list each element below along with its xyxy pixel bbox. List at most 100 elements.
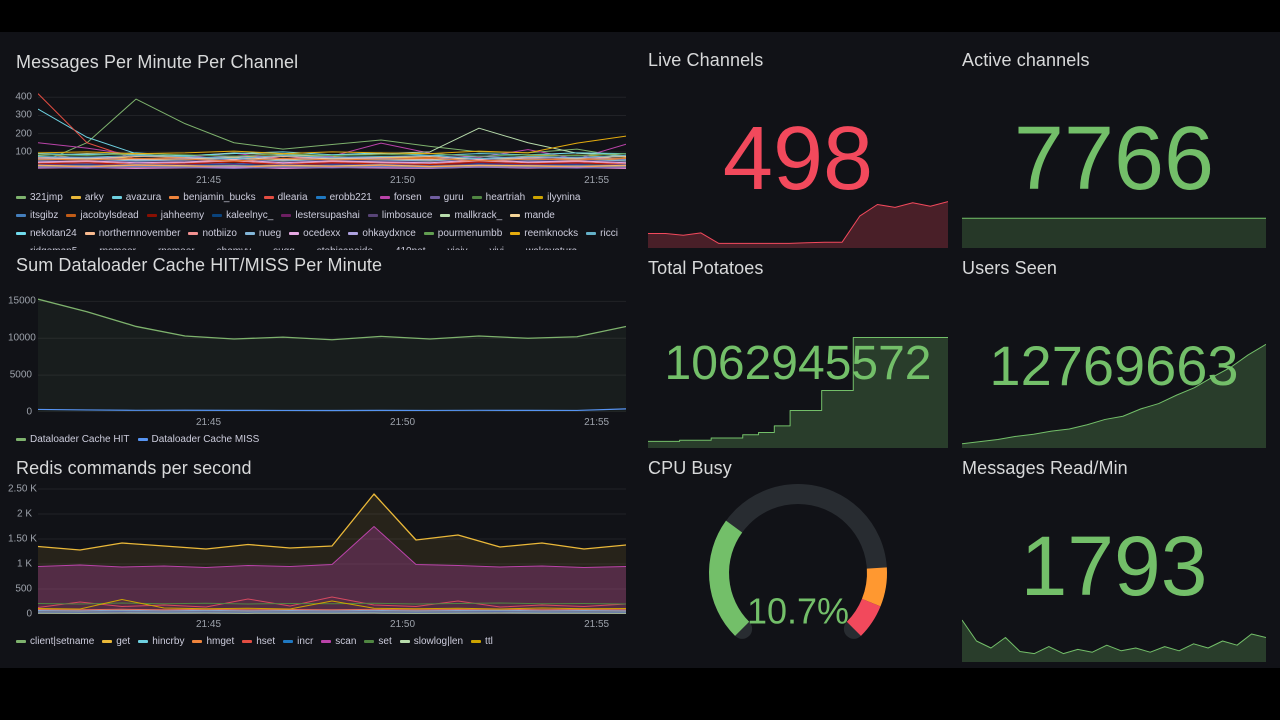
legend-item-scan[interactable]: scan xyxy=(321,633,356,650)
legend-swatch xyxy=(244,232,255,235)
legend-item-itsgibz[interactable]: itsgibz xyxy=(16,207,58,224)
legend-item-ricci[interactable]: ricci xyxy=(586,225,618,242)
legend-label: northernnovember xyxy=(98,228,181,239)
legend-label: rnsmeer xyxy=(99,243,136,250)
legend-item-dlearia[interactable]: dlearia xyxy=(263,189,308,206)
redis-chart[interactable]: 2.50 K 2 K 1.50 K 1 K 500 0 21:45 21:50 21:55 xyxy=(8,482,628,630)
legend-item-410pet[interactable]: 410pet xyxy=(381,243,426,250)
legend-swatch xyxy=(423,232,434,235)
legend-label: guru xyxy=(443,192,464,203)
live-channels-line xyxy=(648,201,948,244)
legend-item-reemknocks[interactable]: reemknocks xyxy=(510,225,578,242)
legend-item-dataloader-cache-hit[interactable]: Dataloader Cache HIT xyxy=(16,431,130,448)
legend-item-ocedexx[interactable]: ocedexx xyxy=(289,225,340,242)
legend-item-erobb221[interactable]: erobb221 xyxy=(315,189,372,206)
legend-label: ocedexx xyxy=(303,228,341,239)
users-seen-sparkline xyxy=(962,338,1266,448)
legend-label: hincrby xyxy=(152,636,185,647)
legend-item-stebicanaide[interactable]: stebicanaide xyxy=(303,243,373,250)
legend-swatch xyxy=(192,640,203,643)
legend-label: ttl xyxy=(485,636,493,647)
panel-messages-read: Messages Read/Min 1793 xyxy=(954,448,1280,668)
legend-label: set xyxy=(378,636,392,647)
legend-item-mande[interactable]: mande xyxy=(510,207,555,224)
x-axis-tick: 21:50 xyxy=(390,619,416,630)
messages-read-value: 1793 xyxy=(1020,519,1208,613)
legend-item-hmget[interactable]: hmget xyxy=(192,633,234,650)
legend-label: ridgeman5 xyxy=(30,243,77,250)
legend-item-northernnovember[interactable]: northernnovember xyxy=(84,225,181,242)
legend-item-pourmenumbb[interactable]: pourmenumbb xyxy=(423,225,502,242)
legend-label: incr xyxy=(297,636,314,647)
legend-item-ohkaydxnce[interactable]: ohkaydxnce xyxy=(348,225,416,242)
legend-item-set[interactable]: set xyxy=(364,633,392,650)
legend-swatch xyxy=(212,214,223,217)
y-axis-tick: 500 xyxy=(15,583,32,595)
nueg-line xyxy=(38,157,626,162)
legend-item-vieiv[interactable]: vieiv xyxy=(434,243,468,250)
legend-item-jahheemy[interactable]: jahheemy xyxy=(146,207,204,224)
active-channels-sparkline xyxy=(962,216,1266,248)
legend-item-ilyynina[interactable]: ilyynina xyxy=(533,189,581,206)
legend-item-lestersupashai[interactable]: lestersupashai xyxy=(281,207,360,224)
legend-item-kaleelnyc_[interactable]: kaleelnyc_ xyxy=(212,207,273,224)
legend-swatch xyxy=(440,214,451,217)
legend-label: heartriah xyxy=(485,192,526,203)
messages-chart[interactable]: 400 300 200 100 21:45 21:50 21:55 xyxy=(8,88,628,186)
legend-label: jacobylsdead xyxy=(80,210,139,221)
set-line xyxy=(38,602,626,605)
dataloader-chart[interactable]: 15000 10000 5000 0 21:45 21:50 21:55 xyxy=(8,292,628,428)
legend-item-mallkrack_[interactable]: mallkrack_ xyxy=(440,207,502,224)
legend-label: vieiv xyxy=(448,243,468,250)
legend-item-ttl[interactable]: ttl xyxy=(471,633,493,650)
legend-item-ridgeman5[interactable]: ridgeman5 xyxy=(16,243,77,250)
panel-title-live-channels: Live Channels xyxy=(648,50,764,70)
legend-label: Dataloader Cache HIT xyxy=(30,434,130,445)
panel-title-redis: Redis commands per second xyxy=(16,458,252,478)
legend-item-limbosauce[interactable]: limbosauce xyxy=(367,207,432,224)
legend-item-benjamin_bucks[interactable]: benjamin_bucks xyxy=(169,189,256,206)
y-axis-tick: 200 xyxy=(15,128,32,140)
legend-item-incr[interactable]: incr xyxy=(283,633,313,650)
panel-live-channels: Live Channels 498 xyxy=(640,32,952,250)
legend-item-notbiizo[interactable]: notbiizo xyxy=(188,225,237,242)
legend-item-rnsmeer[interactable]: rnsmeer xyxy=(144,243,195,250)
legend-item-jacobylsdead[interactable]: jacobylsdead xyxy=(66,207,139,224)
legend-item-nekotan24[interactable]: nekotan24 xyxy=(16,225,77,242)
live-channels-area xyxy=(648,201,948,248)
legend-item-rnsmeer[interactable]: rnsmeer xyxy=(85,243,136,250)
legend-item-wakavatura[interactable]: wakavatura xyxy=(512,243,577,250)
panel-redis-commands: Redis commands per second 2.50 K 2 K 1.50 … xyxy=(0,453,636,668)
legend-item-shamvv[interactable]: shamvv xyxy=(203,243,251,250)
panel-title-messages: Messages Per Minute Per Channel xyxy=(16,52,299,72)
users-seen-spark-svg xyxy=(962,343,1266,448)
legend-item-hset[interactable]: hset xyxy=(242,633,275,650)
legend-swatch xyxy=(242,640,253,643)
legend-swatch xyxy=(16,640,26,643)
legend-item-hincrby[interactable]: hincrby xyxy=(138,633,184,650)
total-potatoes-sparkline xyxy=(648,332,948,448)
legend-item-dataloader-cache-miss[interactable]: Dataloader Cache MISS xyxy=(137,431,259,448)
legend-item-forsen[interactable]: forsen xyxy=(379,189,422,206)
legend-item-avazura[interactable]: avazura xyxy=(111,189,161,206)
legend-label: stebicanaide xyxy=(317,243,373,250)
legend-item-sugg[interactable]: sugg xyxy=(259,243,295,250)
legend-item-client-setname[interactable]: client|setname xyxy=(16,633,94,650)
legend-item-guru[interactable]: guru xyxy=(429,189,464,206)
x-axis-tick: 21:55 xyxy=(584,619,610,630)
legend-item-get[interactable]: get xyxy=(102,633,130,650)
legend-item-nueg[interactable]: nueg xyxy=(244,225,281,242)
legend-item-arky[interactable]: arky xyxy=(70,189,104,206)
sugg-line xyxy=(38,163,626,167)
legend-swatch xyxy=(146,214,157,217)
x-axis-tick: 21:45 xyxy=(196,619,222,630)
legend-item-heartriah[interactable]: heartriah xyxy=(471,189,526,206)
legend-label: reemknocks xyxy=(524,228,579,239)
legend-label: 410pet xyxy=(395,243,426,250)
grafana-dashboard: Messages Per Minute Per Channel 400 300 20… xyxy=(0,32,1280,668)
legend-item-321jmp[interactable]: 321jmp xyxy=(16,189,63,206)
northernnovember-line xyxy=(38,156,626,160)
active-channels-area xyxy=(962,218,1266,248)
legend-item-slowlog-len[interactable]: slowlog|len xyxy=(399,633,463,650)
legend-item-vivi[interactable]: vivi xyxy=(476,243,504,250)
